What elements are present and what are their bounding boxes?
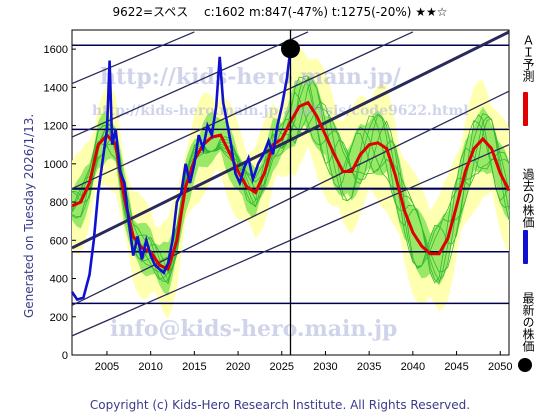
- watermark-url: http://kids-hero.main.jp/: [100, 64, 402, 90]
- y-tick-label: 800: [50, 197, 68, 209]
- y-tick-label: 400: [50, 274, 68, 286]
- legend-latest-dot: [518, 358, 532, 372]
- x-tick-label: 2050: [488, 361, 512, 373]
- x-tick-label: 2045: [444, 361, 468, 373]
- legend-ai-label: ＡＩ予測: [521, 34, 535, 82]
- latest-marker-group: [281, 30, 300, 355]
- watermarks: http://kids-hero.main.jp/ http://kids-he…: [92, 64, 469, 342]
- x-tick-label: 2040: [401, 361, 425, 373]
- past-price-line: [70, 48, 292, 302]
- y-tick-label: 0: [62, 350, 68, 362]
- y-tick-label: 1000: [44, 159, 68, 171]
- y-tick-label: 200: [50, 312, 68, 324]
- x-tick-label: 2035: [357, 361, 381, 373]
- legend-past-label: 過去の株価: [521, 168, 535, 228]
- x-tick-label: 2020: [226, 361, 250, 373]
- x-tick-label: 2010: [138, 361, 162, 373]
- y-tick-label: 600: [50, 235, 68, 247]
- generated-date: Generated on Tuesday 2026/1/13.: [22, 113, 36, 318]
- y-tick-label: 1600: [44, 44, 68, 56]
- legend-latest-label: 最新の株価: [521, 292, 535, 352]
- legend-ai-swatch: [523, 92, 528, 126]
- chart-title: 9622=スペス c:1602 m:847(-47%) t:1275(-20%)…: [112, 5, 448, 19]
- y-tick-label: 1400: [44, 82, 68, 94]
- x-tick-label: 2015: [182, 361, 206, 373]
- axes: 2005 2010 2015 2020 2025 2030 2035 2040 2045 2050…: [44, 44, 513, 373]
- y-tick-label: 1200: [44, 121, 68, 133]
- watermark-email: info@kids-hero.main.jp: [110, 316, 397, 342]
- copyright: Copyright (c) Kids-Hero Research Institu…: [89, 398, 471, 412]
- trend-line: [72, 31, 414, 190]
- trend-line: [72, 31, 195, 85]
- x-tick-label: 2025: [270, 361, 294, 373]
- legend-past-swatch: [523, 230, 528, 264]
- latest-price-dot: [281, 39, 300, 59]
- x-tick-label: 2030: [313, 361, 337, 373]
- x-tick-label: 2005: [95, 361, 119, 373]
